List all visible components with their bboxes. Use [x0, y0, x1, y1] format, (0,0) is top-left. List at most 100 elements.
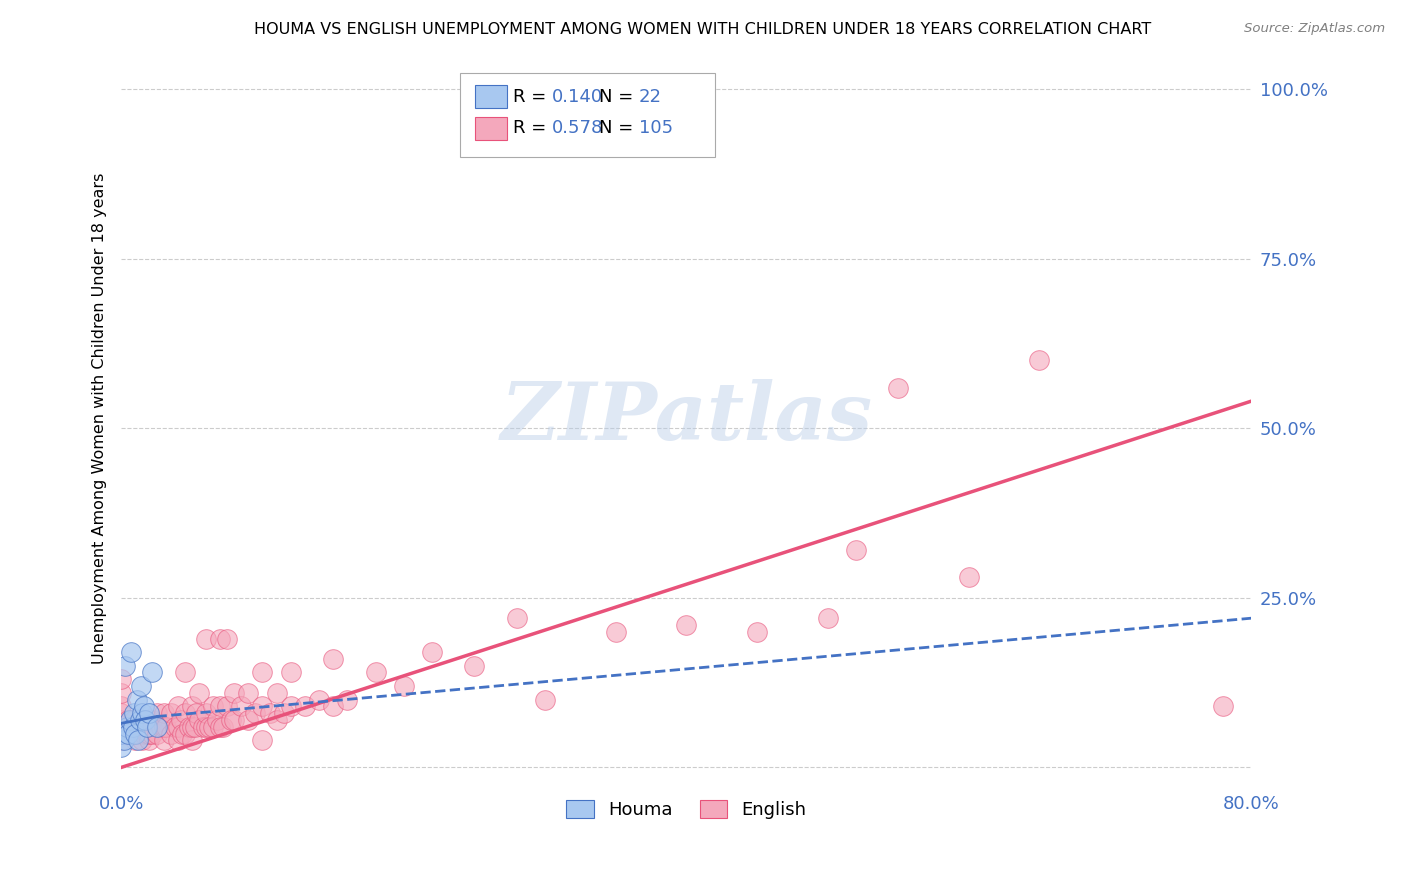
Point [124, 726, 146, 740]
Text: N =: N = [599, 87, 640, 105]
Point [131, 706, 153, 721]
Point [138, 706, 160, 721]
Point [845, 543, 868, 558]
Point [817, 611, 839, 625]
Text: ZIPatlas: ZIPatlas [501, 379, 872, 457]
Point [131, 713, 153, 727]
Point [145, 706, 167, 721]
Point [202, 699, 225, 714]
Point [131, 733, 153, 747]
Point [128, 720, 150, 734]
Point [110, 726, 132, 740]
Text: 0.140: 0.140 [551, 87, 603, 105]
Point [110, 740, 132, 755]
Text: Source: ZipAtlas.com: Source: ZipAtlas.com [1244, 22, 1385, 36]
Point [252, 699, 274, 714]
Point [124, 733, 146, 747]
Point [506, 611, 529, 625]
Point [173, 665, 195, 680]
Point [364, 665, 387, 680]
Point [308, 692, 330, 706]
Point [138, 726, 160, 740]
Point [170, 726, 193, 740]
Point [138, 713, 160, 727]
Point [183, 720, 205, 734]
Point [198, 720, 221, 734]
Point [745, 624, 768, 639]
Point [124, 726, 146, 740]
Point [202, 720, 225, 734]
Point [336, 692, 359, 706]
Point [132, 699, 155, 714]
Point [252, 665, 274, 680]
Text: HOUMA VS ENGLISH UNEMPLOYMENT AMONG WOMEN WITH CHILDREN UNDER 18 YEARS CORRELATI: HOUMA VS ENGLISH UNEMPLOYMENT AMONG WOME… [254, 22, 1152, 37]
FancyBboxPatch shape [460, 73, 714, 157]
Point [134, 720, 156, 734]
Point [195, 720, 218, 734]
Point [152, 720, 174, 734]
Text: 22: 22 [638, 87, 662, 105]
Text: N =: N = [599, 120, 640, 137]
Point [887, 380, 910, 394]
Point [115, 720, 138, 734]
Point [117, 713, 139, 727]
Point [141, 665, 163, 680]
Point [191, 720, 214, 734]
Point [112, 733, 135, 747]
Point [187, 686, 209, 700]
Point [128, 713, 150, 727]
Point [266, 713, 288, 727]
Point [195, 706, 218, 721]
Point [195, 632, 218, 646]
Point [134, 713, 156, 727]
Point [129, 713, 152, 727]
Point [180, 699, 202, 714]
Point [110, 733, 132, 747]
Point [259, 706, 281, 721]
Point [110, 706, 132, 721]
Point [322, 652, 344, 666]
Point [1028, 353, 1050, 368]
Point [231, 699, 253, 714]
Point [212, 720, 235, 734]
Point [121, 720, 143, 734]
Point [221, 713, 243, 727]
Point [163, 720, 186, 734]
Y-axis label: Unemployment Among Women with Children Under 18 years: Unemployment Among Women with Children U… [93, 172, 107, 664]
Point [166, 720, 188, 734]
Point [266, 686, 288, 700]
Point [166, 733, 188, 747]
Point [280, 665, 302, 680]
Point [127, 733, 149, 747]
Point [132, 726, 155, 740]
Point [273, 706, 295, 721]
Point [224, 713, 246, 727]
Point [152, 706, 174, 721]
Point [207, 713, 229, 727]
Point [245, 706, 267, 721]
Point [159, 706, 181, 721]
Point [675, 618, 697, 632]
Bar [475, 85, 506, 108]
Text: 0.578: 0.578 [551, 120, 603, 137]
Point [141, 726, 163, 740]
Point [159, 726, 181, 740]
Point [110, 726, 132, 740]
Point [252, 733, 274, 747]
Point [110, 699, 132, 714]
Point [135, 726, 157, 740]
Point [110, 713, 132, 727]
Point [141, 713, 163, 727]
Text: R =: R = [513, 87, 553, 105]
Point [121, 726, 143, 740]
Point [117, 726, 139, 740]
Point [117, 726, 139, 740]
Point [322, 699, 344, 714]
Point [209, 699, 232, 714]
Point [173, 726, 195, 740]
Point [1212, 699, 1234, 714]
Point [957, 570, 980, 584]
Point [420, 645, 443, 659]
Point [180, 720, 202, 734]
Point [114, 658, 136, 673]
